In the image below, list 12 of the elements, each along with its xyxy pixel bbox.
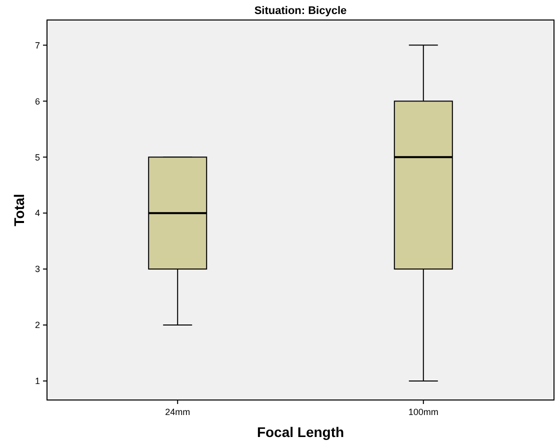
y-tick-label: 4 [34, 208, 40, 218]
x-tick-label: 24mm [165, 407, 190, 417]
chart-title: Situation: Bicycle [254, 5, 347, 17]
y-tick-label: 7 [34, 40, 40, 50]
y-axis-title: Total [11, 194, 27, 226]
y-tick-label: 6 [34, 96, 40, 106]
y-tick-label: 2 [34, 320, 40, 330]
y-tick-label: 5 [34, 152, 40, 162]
x-tick-label: 100mm [408, 407, 438, 417]
x-axis-title: Focal Length [256, 424, 344, 440]
y-tick-label: 1 [34, 376, 40, 386]
y-tick-label: 3 [34, 264, 40, 274]
